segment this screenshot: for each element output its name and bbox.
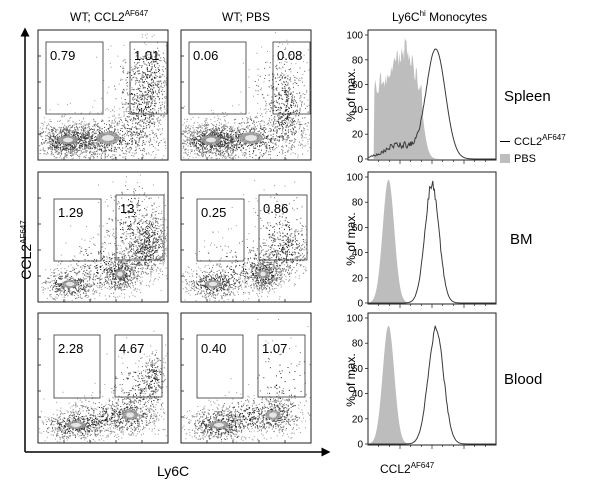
density-peak [213, 422, 225, 428]
dot-plot-events [182, 319, 311, 443]
pbs-histogram [368, 37, 496, 159]
density-peak [205, 137, 217, 143]
histogram-y-tick-label: 100 [346, 31, 363, 42]
histo-x-axis-title: CCL2AF647 [380, 461, 435, 477]
histogram-blood: 100 80 60 40 20 0 [346, 312, 497, 451]
gate-value-right: 1.01 [134, 48, 159, 63]
histogram-y-tick-label: 40 [352, 105, 364, 116]
gate-value-right: 0.86 [263, 201, 288, 216]
dot-plot-spleen_ccl2: 0.79 1.01 [37, 29, 169, 161]
histogram-bm: 100 80 60 40 20 0 [346, 171, 497, 310]
gate-value-left: 1.29 [58, 205, 83, 220]
gate-value-left: 0.06 [193, 48, 218, 63]
pbs-histogram [368, 179, 496, 303]
column-title-histogram: Ly6Chi Monocytes [392, 9, 488, 25]
dot-plot-bm_ccl2: 1.29 13 [37, 171, 169, 303]
ccl2-histogram [367, 48, 496, 160]
gate-value-left: 2.28 [58, 341, 83, 356]
gate-value-right: 4.67 [119, 341, 144, 356]
gate-box [196, 198, 245, 262]
histogram-y-tick-label: 20 [352, 130, 364, 141]
gate-value-right: 1.07 [262, 341, 287, 356]
histogram-y-tick-label: 60 [352, 364, 364, 375]
gate-box [53, 334, 101, 399]
gate-box [188, 41, 247, 115]
gate-value-left: 0.25 [201, 205, 226, 220]
density-peak [102, 135, 114, 141]
histogram-column: 100 80 60 40 20 0 100 80 60 40 20 0 100 80 60 40 20 0 [346, 29, 497, 451]
gate-box [114, 334, 163, 398]
dot-plot-spleen_pbs: 0.06 0.08 [180, 29, 312, 161]
gate-box [258, 194, 308, 261]
ccl2-histogram [368, 180, 496, 304]
dot-plot-bm_pbs: 0.25 0.86 [180, 171, 312, 303]
histogram-y-tick-label: 0 [357, 299, 363, 310]
histo-y-axis-title-spleen: % of max. [344, 68, 358, 122]
histogram-y-tick-label: 40 [352, 389, 364, 400]
density-peak [245, 135, 257, 141]
gate-box [115, 194, 165, 261]
histogram-y-tick-label: 0 [357, 155, 363, 166]
gate-box [272, 41, 311, 115]
ccl2-histogram [368, 325, 496, 445]
density-peak [126, 412, 134, 418]
column-title-pbs: WT; PBS [222, 10, 271, 24]
column-title-ccl2: WT; CCL2AF647 [70, 9, 149, 25]
row-label-blood: Blood [504, 371, 543, 388]
histogram-y-tick-label: 80 [352, 198, 364, 209]
histogram-y-tick-label: 0 [357, 440, 363, 451]
legend-line-entry: CCL2AF647 [500, 134, 566, 148]
dot-plot-blood_pbs: 0.40 1.07 [180, 312, 312, 444]
density-peak [70, 422, 82, 428]
gate-box [53, 198, 102, 262]
histogram-y-tick-label: 60 [352, 223, 364, 234]
density-peak [62, 137, 74, 143]
histogram-y-tick-label: 100 [346, 314, 363, 325]
row-label-spleen: Spleen [504, 88, 551, 105]
dot-plot-frame [37, 171, 169, 303]
histogram-y-tick-label: 80 [352, 339, 364, 350]
dot-plot-grid: 0.79 1.01 0.06 0.08 1.29 13 0.25 0.86 2.28 4.67 0.… [37, 29, 312, 444]
dot-x-axis-title: Ly6C [157, 463, 190, 479]
histogram-y-tick-label: 80 [352, 55, 364, 66]
histo-y-axis-title-bm: % of max. [344, 212, 358, 266]
histogram-y-tick-label: 40 [352, 248, 364, 259]
histogram-y-tick-label: 100 [346, 173, 363, 184]
row-label-bm: BM [510, 231, 533, 248]
histogram-y-tick-label: 20 [352, 414, 364, 425]
dot-plot-events [39, 33, 168, 160]
histogram-y-tick-label: 60 [352, 80, 364, 91]
dot-y-axis-title: CCL2AF647 [18, 220, 34, 280]
density-peak [117, 271, 123, 277]
legend-fill-entry: PBS [500, 153, 536, 165]
gate-value-right: 0.08 [277, 48, 302, 63]
density-peak [269, 412, 277, 418]
density-peak [208, 281, 218, 287]
pbs-histogram [368, 325, 496, 444]
dot-plot-blood_ccl2: 2.28 4.67 [37, 312, 169, 444]
histogram-spleen: 100 80 60 40 20 0 [346, 29, 497, 166]
gate-value-right: 13 [120, 201, 134, 216]
gate-value-left: 0.79 [50, 48, 75, 63]
density-peak [260, 271, 266, 277]
gate-value-left: 0.40 [201, 341, 226, 356]
gate-box [129, 41, 168, 115]
density-peak [65, 281, 75, 287]
gate-box [45, 41, 104, 115]
legend-line-swatch [500, 141, 510, 142]
gate-box [196, 334, 244, 399]
histogram-y-tick-label: 20 [352, 273, 364, 284]
histo-y-axis-title-blood: % of max. [344, 353, 358, 407]
dot-plot-frame [180, 312, 312, 444]
gate-box [257, 334, 306, 398]
legend-fill-swatch [500, 154, 510, 163]
